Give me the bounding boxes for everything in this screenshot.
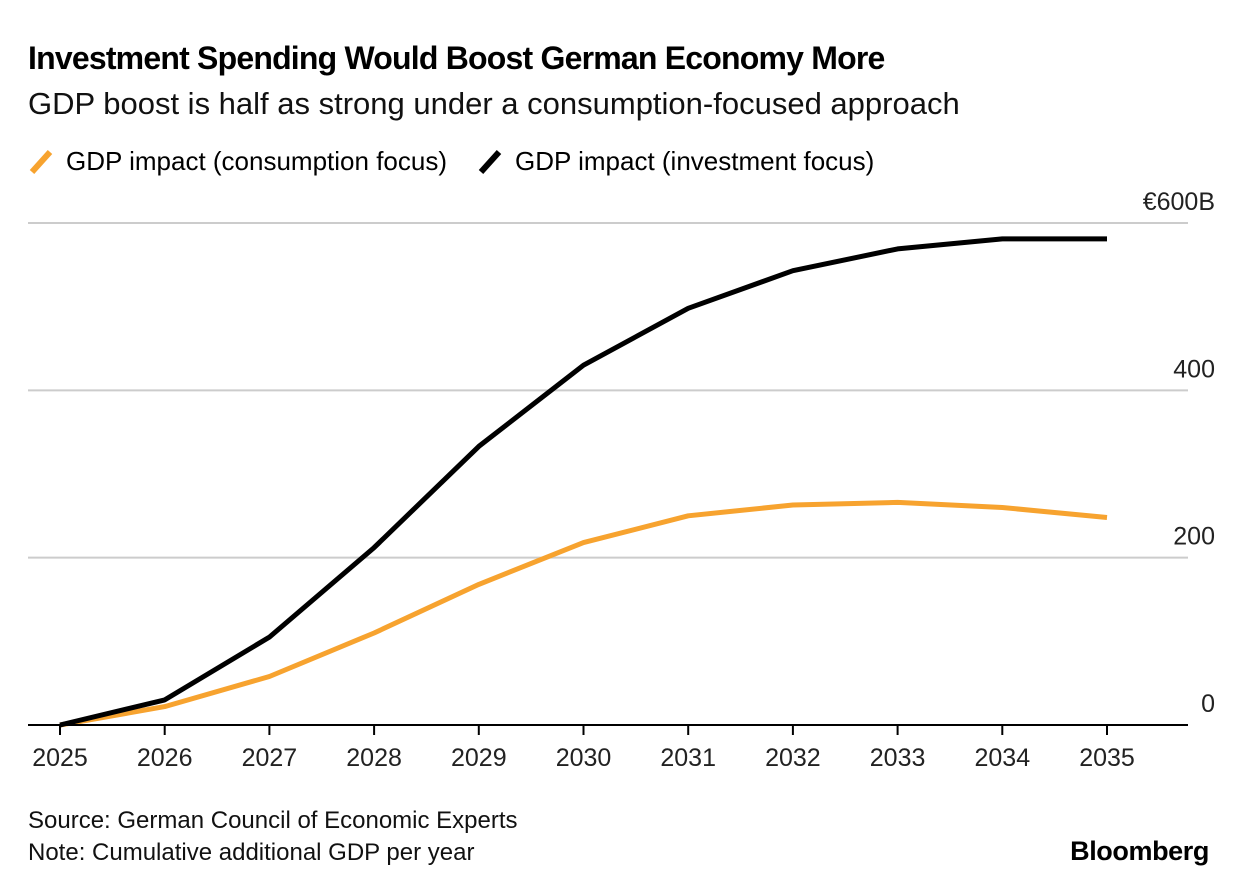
x-tick-label: 2033 [870, 744, 926, 772]
x-tick-label: 2029 [451, 744, 507, 772]
x-tick-label: 2028 [346, 744, 402, 772]
legend-swatch-consumption [29, 149, 53, 174]
legend-item-consumption: GDP impact (consumption focus) [28, 146, 447, 177]
legend: GDP impact (consumption focus) GDP impac… [28, 146, 904, 177]
legend-item-investment: GDP impact (investment focus) [477, 146, 874, 177]
legend-swatch-consumption-line [29, 149, 53, 174]
x-tick-label: 2034 [974, 744, 1030, 772]
x-tick-label: 2031 [660, 744, 716, 772]
x-tick-label: 2026 [137, 744, 193, 772]
source-note: Source: German Council of Economic Exper… [28, 807, 518, 834]
y-tick-label: €600B [1143, 188, 1215, 216]
x-tick-label: 2027 [242, 744, 298, 772]
x-tick-label: 2030 [556, 744, 612, 772]
legend-label-consumption: GDP impact (consumption focus) [66, 146, 447, 176]
x-tick-label: 2025 [32, 744, 88, 772]
chart-subtitle: GDP boost is half as strong under a cons… [28, 86, 960, 121]
y-tick-label: 200 [1173, 523, 1215, 551]
legend-swatch-investment [478, 149, 502, 174]
x-tick-label: 2035 [1079, 744, 1135, 772]
series-line-investment [59, 236, 1107, 728]
y-tick-label: 0 [1201, 690, 1215, 718]
chart-title: Investment Spending Would Boost German E… [28, 40, 885, 76]
legend-label-investment: GDP impact (investment focus) [515, 146, 875, 176]
y-tick-label: 400 [1173, 355, 1215, 383]
series-line-consumption [59, 499, 1108, 728]
footnote: Note: Cumulative additional GDP per year [28, 839, 475, 866]
x-tick-label: 2032 [765, 744, 821, 772]
legend-swatch-investment-line [478, 149, 502, 174]
bloomberg-logo: Bloomberg [1070, 836, 1209, 866]
